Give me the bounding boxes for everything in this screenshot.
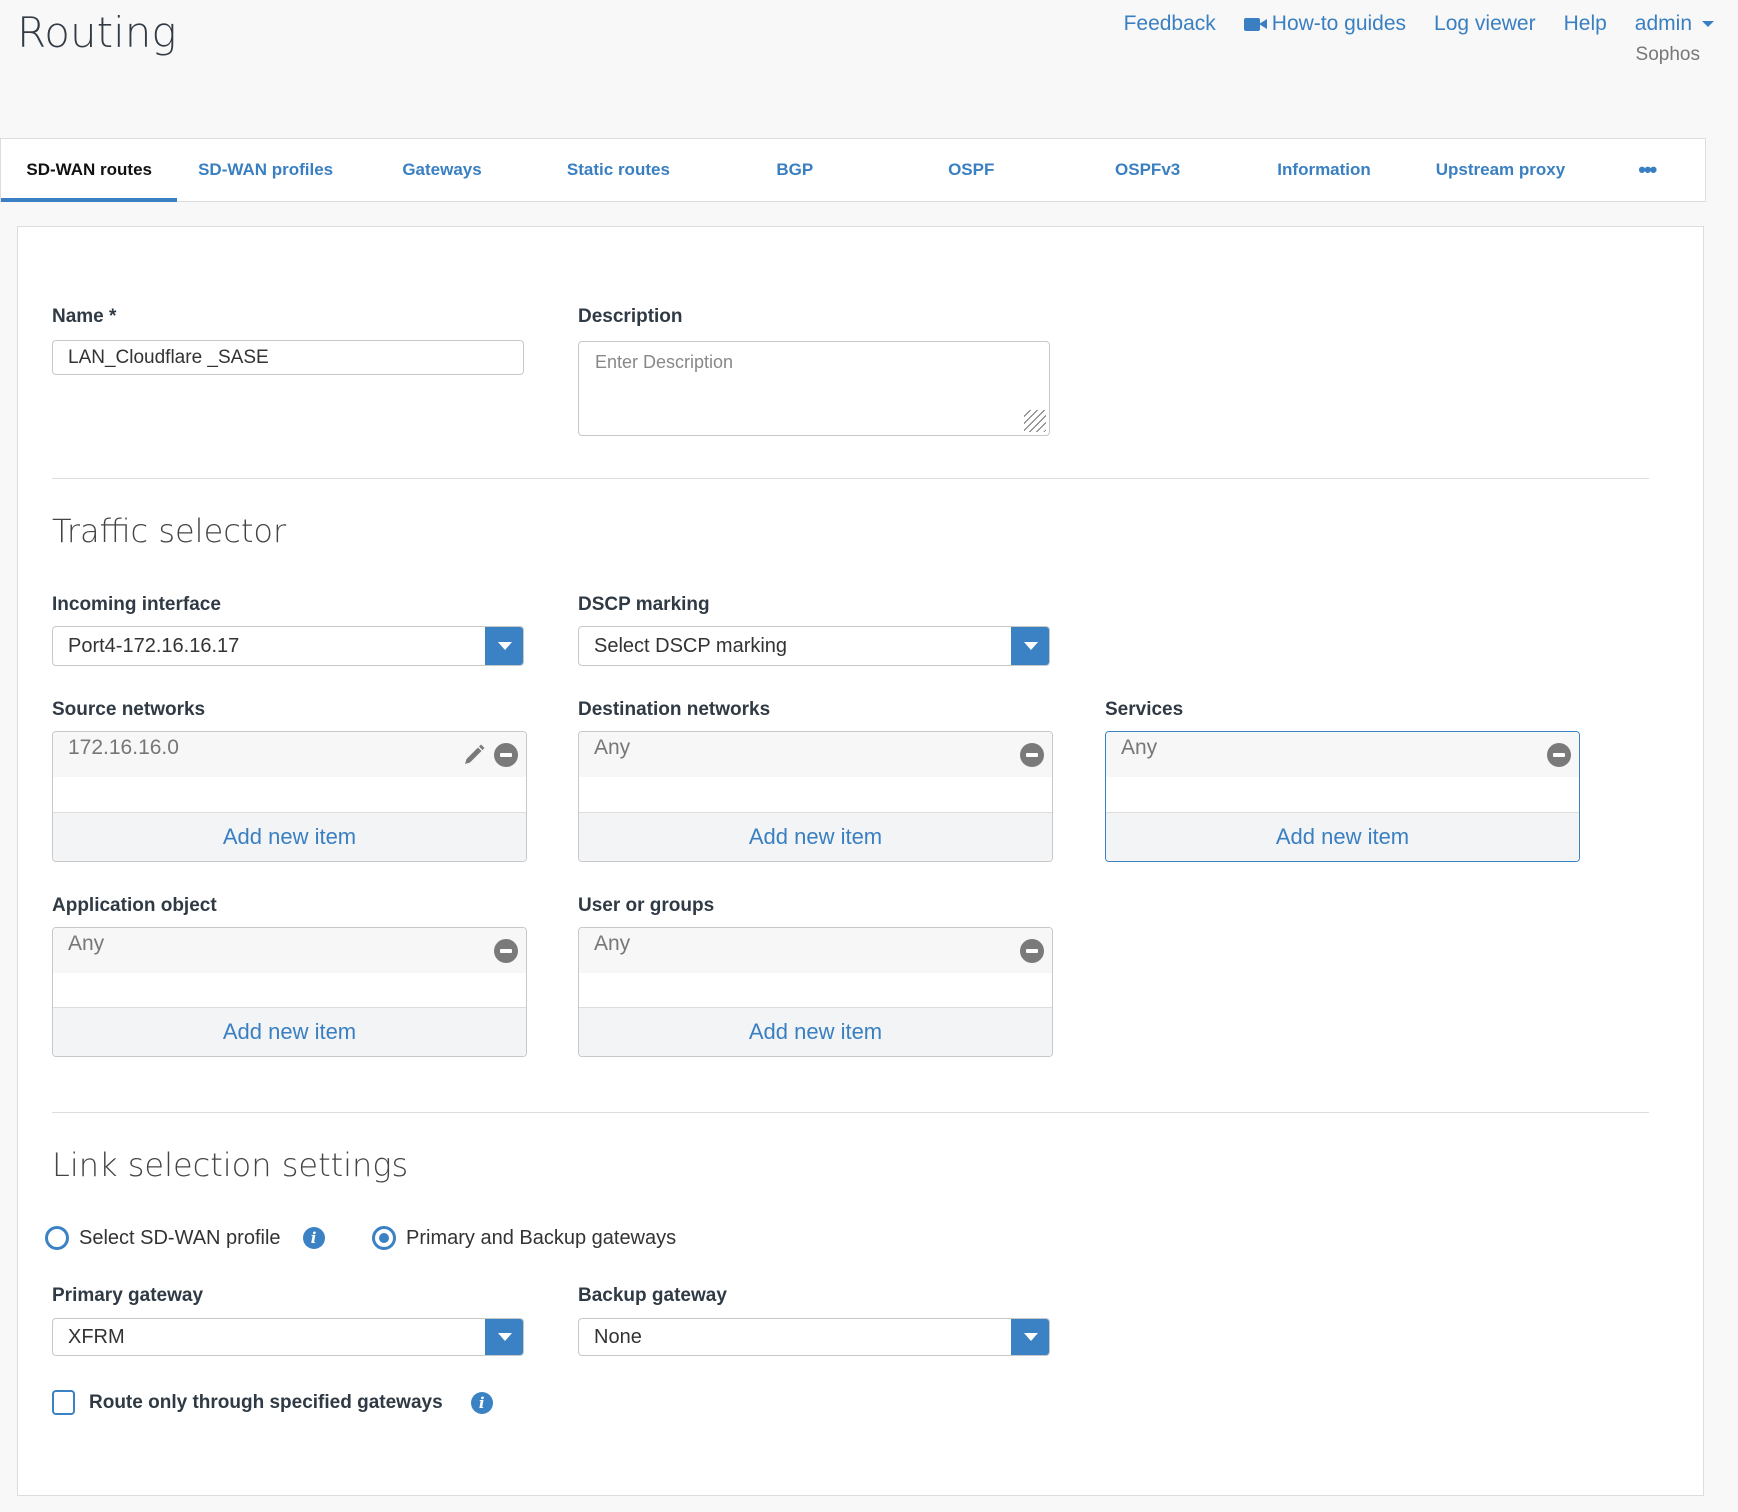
caret-down-icon	[497, 1333, 512, 1341]
add-new-item-button[interactable]: Add new item	[53, 812, 526, 861]
services-label: Services	[1105, 699, 1184, 720]
divider	[52, 478, 1649, 479]
radio-button[interactable]	[45, 1226, 69, 1250]
list-item-label: Any	[1121, 736, 1158, 759]
route-only-checkbox[interactable]	[52, 1390, 75, 1415]
dropdown-button[interactable]	[1011, 1319, 1049, 1355]
route-only-option[interactable]: Route only through specified gateways i	[52, 1390, 493, 1415]
radio-button-selected[interactable]	[372, 1226, 396, 1250]
dscp-marking-label: DSCP marking	[578, 594, 710, 615]
incoming-interface-value: Port4-172.16.16.17	[68, 634, 240, 657]
list-item-label: Any	[594, 736, 631, 759]
primary-gateway-label: Primary gateway	[52, 1285, 204, 1306]
remove-icon[interactable]	[1020, 743, 1044, 767]
dscp-marking-value: Select DSCP marking	[594, 634, 788, 657]
remove-icon[interactable]	[1547, 743, 1571, 767]
description-placeholder: Enter Description	[595, 352, 734, 372]
add-new-item-button[interactable]: Add new item	[579, 1007, 1052, 1056]
source-networks-label: Source networks	[52, 699, 206, 720]
dscp-marking-select[interactable]: Select DSCP marking	[578, 626, 1050, 666]
remove-icon[interactable]	[494, 939, 518, 963]
video-camera-icon	[1243, 17, 1267, 31]
more-tabs-button[interactable]: •••	[1638, 157, 1657, 182]
destination-networks-list: Any Add new item	[578, 731, 1053, 862]
list-item: Any	[579, 732, 1052, 777]
traffic-selector-heading: Traffic selector	[52, 512, 287, 550]
feedback-link[interactable]: Feedback	[1123, 12, 1216, 35]
list-item: Any	[53, 928, 526, 973]
list-item: Any	[579, 928, 1052, 973]
pencil-icon[interactable]	[462, 743, 486, 767]
description-textarea[interactable]: Enter Description	[578, 341, 1050, 436]
tab-sd-wan-profiles[interactable]: SD-WAN profiles	[198, 160, 334, 179]
incoming-interface-select[interactable]: Port4-172.16.16.17	[52, 626, 524, 666]
tab-ospf[interactable]: OSPF	[948, 160, 995, 179]
application-object-list: Any Add new item	[52, 927, 527, 1057]
description-label: Description	[578, 306, 683, 327]
user-or-groups-list: Any Add new item	[578, 927, 1053, 1057]
backup-gateway-value: None	[594, 1325, 642, 1348]
tab-information[interactable]: Information	[1277, 160, 1371, 179]
list-item: Any	[1106, 732, 1579, 777]
caret-down-icon	[497, 642, 512, 650]
admin-label: admin	[1634, 12, 1692, 35]
dropdown-button[interactable]	[1011, 627, 1049, 665]
list-item-label: Any	[68, 932, 105, 955]
tab-upstream-proxy[interactable]: Upstream proxy	[1435, 160, 1566, 179]
tab-gateways[interactable]: Gateways	[402, 160, 482, 179]
list-item-label: 172.16.16.0	[68, 736, 179, 759]
source-networks-list: 172.16.16.0 Add new item	[52, 731, 527, 862]
info-icon[interactable]: i	[302, 1227, 325, 1249]
info-icon[interactable]: i	[470, 1391, 493, 1414]
name-label: Name *	[52, 306, 117, 327]
tab-ospfv3[interactable]: OSPFv3	[1115, 160, 1181, 179]
list-item: 172.16.16.0	[53, 732, 526, 777]
chevron-down-icon	[1702, 21, 1714, 27]
application-object-label: Application object	[52, 895, 217, 916]
services-list: Any Add new item	[1105, 731, 1580, 862]
dropdown-button[interactable]	[485, 1319, 523, 1355]
route-only-label: Route only through specified gateways	[89, 1391, 443, 1413]
divider	[52, 1112, 1649, 1113]
organization-name: Sophos	[1635, 44, 1700, 65]
radio-label: Select SD-WAN profile	[79, 1226, 281, 1249]
resize-handle[interactable]	[1024, 410, 1046, 432]
radio-label: Primary and Backup gateways	[406, 1226, 677, 1249]
remove-icon[interactable]	[1020, 939, 1044, 963]
backup-gateway-select[interactable]: None	[578, 1318, 1050, 1356]
radio-primary-backup-gateways[interactable]: Primary and Backup gateways	[372, 1226, 676, 1250]
tab-bar: SD-WAN routes SD-WAN profiles Gateways S…	[0, 138, 1706, 202]
radio-sd-wan-profile[interactable]: Select SD-WAN profile i	[45, 1226, 325, 1250]
incoming-interface-label: Incoming interface	[52, 594, 221, 615]
page-title: Routing	[17, 8, 177, 57]
caret-down-icon	[1023, 642, 1038, 650]
log-viewer-link[interactable]: Log viewer	[1434, 12, 1536, 35]
list-item-label: Any	[594, 932, 631, 955]
primary-gateway-select[interactable]: XFRM	[52, 1318, 524, 1356]
dropdown-button[interactable]	[485, 627, 523, 665]
backup-gateway-label: Backup gateway	[578, 1285, 727, 1306]
primary-gateway-value: XFRM	[68, 1325, 125, 1348]
top-links: Feedback How-to guides Log viewer Help a…	[1124, 12, 1714, 36]
how-to-guides-label: How-to guides	[1271, 12, 1407, 35]
tab-bgp[interactable]: BGP	[776, 160, 814, 179]
admin-menu[interactable]: admin	[1635, 12, 1714, 36]
caret-down-icon	[1023, 1333, 1038, 1341]
add-new-item-button[interactable]: Add new item	[579, 812, 1052, 861]
help-link[interactable]: Help	[1563, 12, 1607, 35]
link-selection-heading: Link selection settings	[52, 1146, 409, 1184]
remove-icon[interactable]	[494, 743, 518, 767]
user-or-groups-label: User or groups	[578, 895, 715, 916]
add-new-item-button[interactable]: Add new item	[53, 1007, 526, 1056]
name-input[interactable]: LAN_Cloudflare _SASE	[52, 340, 524, 375]
how-to-guides-link[interactable]: How-to guides	[1243, 12, 1407, 36]
tab-static-routes[interactable]: Static routes	[566, 160, 670, 179]
tab-sd-wan-routes[interactable]: SD-WAN routes	[1, 139, 178, 202]
add-new-item-button[interactable]: Add new item	[1106, 812, 1579, 861]
destination-networks-label: Destination networks	[578, 699, 771, 720]
